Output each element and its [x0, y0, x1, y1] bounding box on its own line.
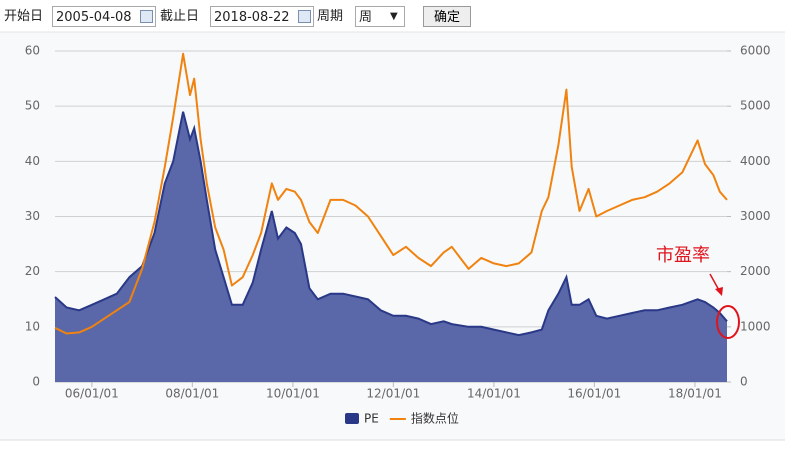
x-tick-label: 08/01/01 [165, 387, 219, 401]
x-tick-label: 18/01/01 [668, 387, 722, 401]
y2-tick-label: 6000 [740, 44, 771, 58]
period: 周 [359, 10, 373, 25]
x-tick-label: 10/01/01 [266, 387, 320, 401]
marks [54, 52, 728, 382]
end-label: 截止日 [160, 9, 200, 24]
calendar-icon[interactable] [298, 10, 311, 23]
y2-tick-label: 1000 [740, 319, 771, 333]
start-label: 开始日 [4, 9, 44, 24]
x-tick-label: 14/01/01 [467, 387, 521, 401]
start-date-input[interactable]: 2005-04-08 [52, 6, 156, 27]
calendar-icon[interactable] [140, 10, 153, 23]
y-tick-label: 10 [25, 319, 40, 333]
pe-line [54, 111, 728, 337]
y2-tick-label: 3000 [740, 209, 771, 223]
y2-tick-label: 5000 [740, 99, 771, 113]
y-tick-label: 30 [25, 209, 40, 223]
index-line [54, 52, 728, 335]
annotation: 市盈率 [656, 245, 710, 266]
legend-label: PE [364, 412, 379, 426]
end-date: 2018-08-22 [214, 10, 290, 25]
period-label: 周期 [317, 9, 344, 24]
y2-tick-label: 0 [740, 375, 748, 389]
pe-area [55, 111, 727, 382]
arrowhead [715, 287, 723, 296]
y-tick-label: 40 [25, 154, 40, 168]
start-date: 2005-04-08 [56, 10, 132, 25]
labels: 0 10 20 30 40 50 60 0 1000 2000 3000 4000 5000 6000 06… [25, 44, 771, 426]
end-date-input[interactable]: 2018-08-22 [210, 6, 314, 27]
y-tick-label: 0 [32, 375, 40, 389]
dropdown-arrow: ▼ [390, 11, 398, 22]
highlight-circle [716, 305, 740, 339]
y-tick-label: 60 [25, 44, 40, 58]
legend-label: 指数点位 [411, 411, 459, 426]
x-tick-label: 12/01/01 [366, 387, 420, 401]
y-tick-label: 20 [25, 264, 40, 278]
x-tick-label: 16/01/01 [567, 387, 621, 401]
y-tick-label: 50 [25, 99, 40, 113]
y2-tick-label: 4000 [740, 154, 771, 168]
submit-button[interactable]: 确定 [423, 6, 471, 27]
toolbar: 开始日 2005-04-08 截止日 2018-08-22 周期 周 ▼ 确定 [0, 0, 785, 32]
x-tick-label: 06/01/01 [65, 387, 119, 401]
y2-tick-label: 2000 [740, 264, 771, 278]
period-select[interactable]: 周 ▼ [355, 6, 405, 27]
legend-swatch [345, 413, 359, 424]
